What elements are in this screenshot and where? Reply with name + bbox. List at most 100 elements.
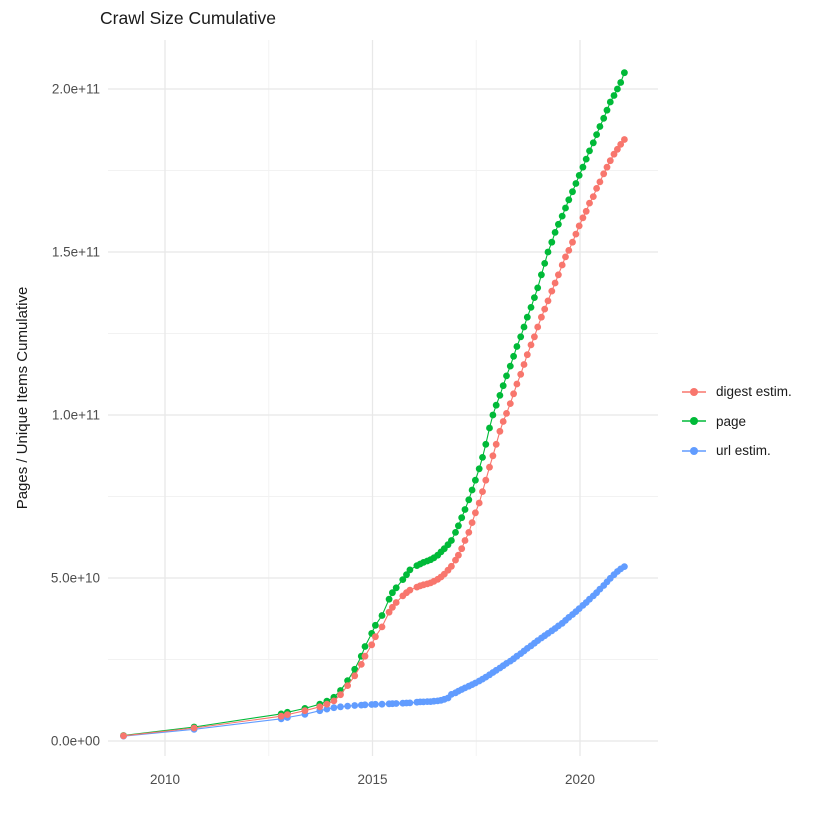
- data-point: [482, 476, 490, 484]
- data-point: [575, 222, 583, 230]
- data-point: [506, 362, 514, 370]
- data-point: [455, 551, 462, 559]
- data-point: [551, 229, 559, 236]
- data-point: [527, 341, 535, 349]
- data-point: [372, 621, 379, 629]
- data-point: [496, 392, 504, 399]
- data-point: [586, 199, 593, 207]
- legend-key-icon: [682, 387, 706, 396]
- data-point: [603, 106, 611, 114]
- data-point: [606, 157, 614, 165]
- data-point: [385, 595, 393, 603]
- legend-item-page: page: [681, 413, 792, 430]
- data-point: [596, 123, 604, 130]
- chart-title: Crawl Size Cumulative: [100, 8, 277, 28]
- data-point: [190, 724, 198, 732]
- data-point: [586, 147, 593, 155]
- data-point: [565, 196, 573, 204]
- data-point: [448, 562, 455, 570]
- data-point: [492, 440, 500, 448]
- data-point: [465, 529, 473, 536]
- data-point: [461, 537, 469, 544]
- data-point: [378, 612, 386, 619]
- data-point: [361, 643, 369, 650]
- data-point: [506, 400, 514, 407]
- data-point: [513, 380, 521, 388]
- data-point: [527, 304, 535, 311]
- data-point: [531, 333, 538, 341]
- data-point: [548, 238, 556, 246]
- data-point: [489, 452, 497, 460]
- data-point: [389, 589, 396, 597]
- data-point: [555, 220, 562, 228]
- data-point: [489, 411, 497, 419]
- y-tick-label: 0.0e+00: [51, 734, 100, 749]
- data-point: [448, 537, 455, 544]
- data-point: [468, 486, 476, 494]
- data-point: [392, 700, 400, 707]
- data-point: [351, 665, 359, 673]
- data-point: [461, 506, 469, 513]
- legend-key-icon: [682, 446, 706, 455]
- data-point: [579, 163, 587, 171]
- data-point: [621, 563, 628, 570]
- data-point: [277, 712, 285, 720]
- data-point: [472, 476, 479, 484]
- x-tick-label: 2015: [357, 772, 387, 787]
- data-point: [517, 370, 525, 378]
- data-point: [589, 193, 597, 201]
- data-point: [531, 294, 538, 301]
- data-point: [603, 163, 611, 171]
- data-point: [523, 313, 531, 321]
- data-point: [555, 271, 562, 279]
- data-point: [472, 509, 479, 517]
- legend-item-digest-estim: digest estim.: [681, 383, 792, 400]
- data-point: [558, 212, 566, 220]
- x-tick-label: 2020: [565, 772, 595, 787]
- data-point: [503, 372, 510, 380]
- data-point: [486, 463, 493, 471]
- data-point: [569, 188, 576, 196]
- data-point: [378, 700, 386, 708]
- data-point: [523, 351, 531, 359]
- data-point: [572, 180, 580, 187]
- data-point: [455, 522, 462, 530]
- data-point: [517, 333, 525, 341]
- data-point: [558, 261, 566, 269]
- data-point: [403, 571, 410, 579]
- data-point: [513, 343, 521, 350]
- data-point: [572, 230, 580, 238]
- data-point: [575, 172, 583, 179]
- data-point: [458, 545, 466, 553]
- data-point: [600, 170, 608, 178]
- data-point: [534, 323, 542, 331]
- data-point: [452, 556, 459, 564]
- data-point: [520, 361, 528, 368]
- y-tick-label: 1.0e+11: [52, 408, 100, 423]
- data-point: [361, 652, 369, 660]
- data-point: [606, 98, 614, 106]
- legend: digest estim. page url estim.: [681, 383, 792, 459]
- data-point: [538, 271, 545, 279]
- data-point: [600, 114, 608, 122]
- data-point: [541, 260, 549, 267]
- data-point: [475, 499, 483, 507]
- series-line-3: [123, 566, 625, 737]
- legend-label: digest estim.: [716, 384, 792, 399]
- legend-item-url-estim: url estim.: [681, 442, 792, 459]
- data-point: [323, 700, 331, 708]
- data-point: [330, 704, 338, 712]
- data-point: [330, 697, 338, 705]
- y-axis-title: Pages / Unique Items Cumulative: [14, 286, 31, 510]
- data-point: [510, 390, 517, 398]
- data-point: [569, 238, 576, 246]
- data-point: [406, 586, 414, 594]
- y-tick-label: 2.0e+11: [52, 82, 100, 97]
- data-point: [596, 178, 604, 186]
- legend-label: url estim.: [716, 443, 771, 458]
- data-point: [541, 305, 549, 313]
- data-point: [337, 691, 344, 699]
- data-point: [479, 488, 486, 495]
- data-point: [562, 253, 569, 261]
